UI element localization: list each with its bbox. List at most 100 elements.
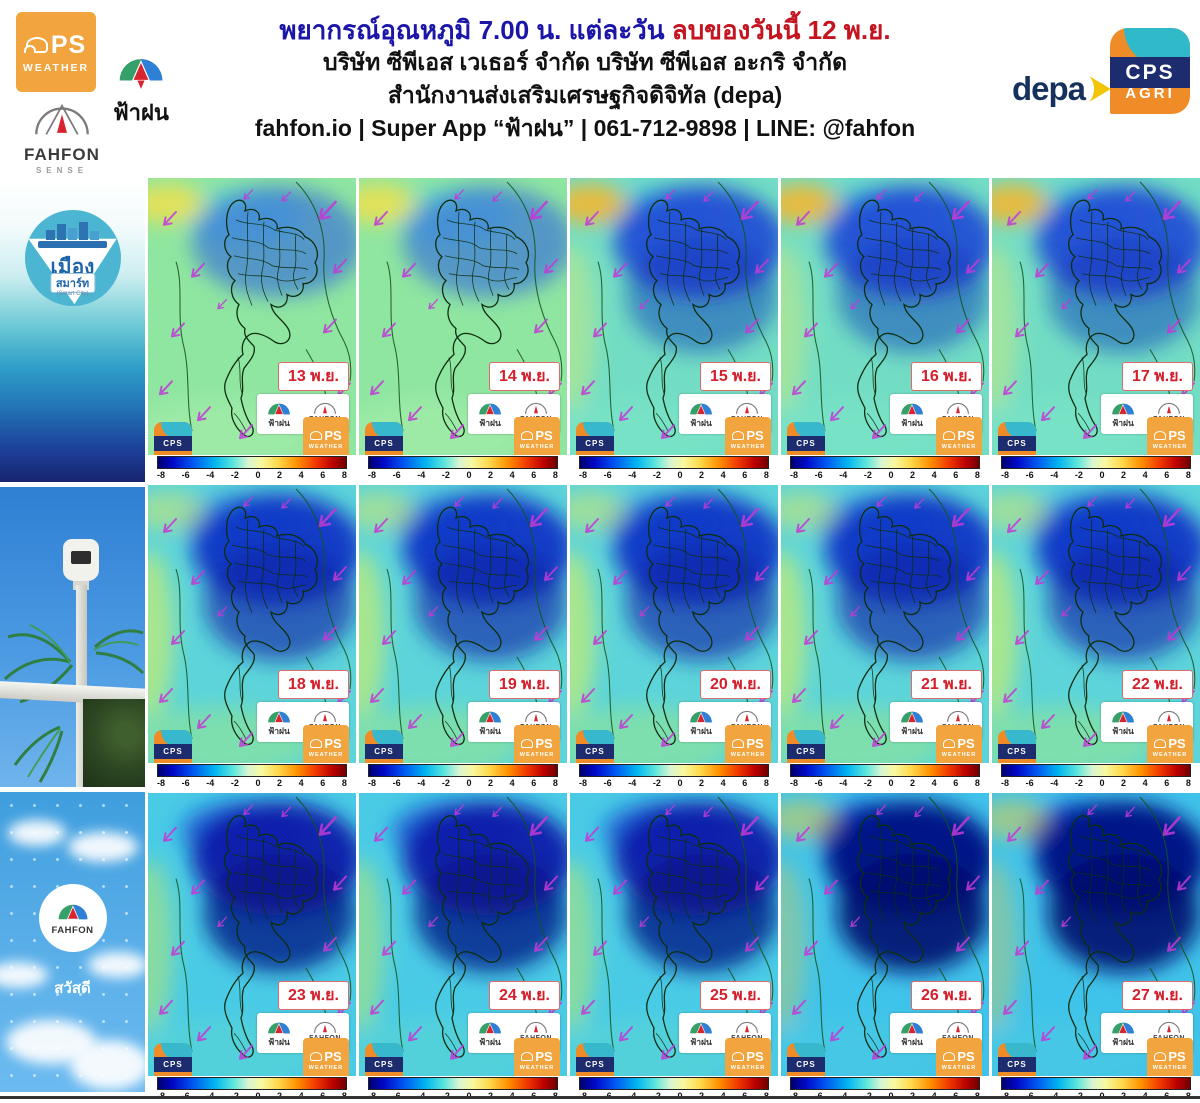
panel-fahfon-label: ฟ้าฝน: [901, 1037, 923, 1048]
colorbar-tick: -4: [417, 470, 426, 480]
umbrella-icon: [268, 404, 290, 416]
agri-cps-text: CPS: [163, 1060, 183, 1070]
colorbar-tick: -4: [839, 778, 848, 788]
panel-cps-weather-logo: PS WEATHER: [936, 725, 982, 769]
weather-bottom-text: WEATHER: [730, 444, 766, 450]
colorbar-tick: 2: [277, 470, 283, 480]
colorbar-tick: -6: [392, 778, 401, 788]
agri-navy-band: CPS: [998, 744, 1036, 760]
colorbar-tick: -4: [839, 470, 848, 480]
colorbar: -8 -6 -4 -2 0 2 4 6 8: [992, 455, 1200, 480]
umbrella-icon: [268, 1022, 290, 1034]
panel-fahfon-logo: ฟ้าฝน: [898, 1019, 926, 1047]
agri-cps-text: CPS: [163, 747, 183, 757]
colorbar-tick: 4: [509, 470, 515, 480]
agri-cps-text: CPS: [585, 747, 605, 757]
weather-bottom-text: WEATHER: [730, 752, 766, 758]
cps-weather-top: PS: [50, 30, 87, 59]
panel-cps-weather-logo: PS WEATHER: [936, 417, 982, 461]
thailand-outline: [857, 199, 952, 438]
agri-navy-band: CPS: [787, 744, 825, 760]
cloud-icon: [943, 739, 956, 748]
umbrella-outline-icon: [525, 403, 548, 415]
weather-top-text: PS: [746, 1049, 764, 1064]
forecast-map-panel: 26 พ.ย. ฟ้าฝน FAHFON SENSE: [781, 793, 989, 1101]
umbrella-outline-icon: [314, 711, 337, 722]
umbrella-outline-icon: [314, 1022, 337, 1034]
agri-navy-band: CPS: [998, 436, 1036, 452]
panel-cps-weather-logo: PS WEATHER: [1147, 1038, 1193, 1082]
panel-fahfon-logo: ฟ้าฝน: [898, 708, 926, 736]
panel-fahfon-label: ฟ้าฝน: [268, 726, 290, 737]
cloud-icon: [521, 739, 534, 748]
camera-lens: [71, 551, 91, 564]
weather-top-text: PS: [957, 428, 975, 443]
wind-arrows: [1003, 804, 1195, 1060]
panel-date: 17 พ.ย.: [1121, 362, 1193, 392]
thailand-outline: [646, 199, 741, 438]
colorbar-gradient: [157, 456, 347, 469]
thailand-outline: [1068, 199, 1163, 438]
panel-cps-weather-logo: PS WEATHER: [303, 417, 349, 461]
bottom-divider: [0, 1096, 1200, 1099]
colorbar-tick: 0: [1099, 470, 1105, 480]
fahfon-sense-bottom: SENSE: [35, 166, 89, 175]
fahfon-badge: FAHFON: [38, 884, 107, 952]
wind-arrows: [159, 189, 351, 440]
panel-fahfon-logo: ฟ้าฝน: [476, 708, 504, 736]
thailand-outline: [1068, 506, 1163, 746]
forecast-map-panel: 20 พ.ย. ฟ้าฝน FAHFON SENSE: [570, 485, 778, 788]
colorbar-tick: 6: [742, 778, 748, 788]
panel-date: 27 พ.ย.: [1121, 980, 1193, 1010]
cloud-icon: [23, 37, 48, 53]
cloud-icon: [732, 1052, 745, 1061]
umbrella-outline-icon: [1158, 711, 1181, 722]
panel-fahfon-label: ฟ้าฝน: [1112, 726, 1134, 737]
umbrella-outline-icon: [1158, 1022, 1181, 1034]
cloud-icon: [521, 1052, 534, 1061]
agri-navy-band: CPS: [365, 1057, 403, 1073]
umbrella-icon: [479, 1022, 501, 1034]
thailand-outline: [1068, 815, 1163, 1058]
colorbar-tick: -8: [1001, 778, 1010, 788]
cloud-icon: [943, 1052, 956, 1061]
panel-fahfon-logo: ฟ้าฝน: [476, 400, 504, 428]
colorbar-gradient: [579, 1077, 769, 1090]
colorbar-tick: 8: [552, 778, 558, 788]
colorbar-tick: 6: [320, 470, 326, 480]
colorbar-ticks: -8 -6 -4 -2 0 2 4 6 8: [781, 469, 989, 480]
umbrella-outline-icon: [947, 1022, 970, 1034]
wind-arrows: [370, 189, 562, 440]
agri-teal-shape: [794, 730, 825, 749]
colorbar-tick: 6: [531, 470, 537, 480]
fahfon-badge-label: FAHFON: [51, 925, 94, 936]
colorbar-tick: 0: [466, 778, 472, 788]
cloud-icon: [521, 431, 534, 440]
panel-map: [992, 178, 1200, 455]
colorbar-tick: 2: [699, 470, 705, 480]
weather-top-text: PS: [324, 736, 342, 751]
colorbar-tick: 4: [931, 778, 937, 788]
contact-line: fahfon.io | Super App “ฟ้าฝน” | 061-712-…: [254, 115, 916, 141]
agri-cps-text: CPS: [374, 439, 394, 449]
agri-navy-band: CPS: [154, 744, 192, 760]
panel-date: 16 พ.ย.: [910, 362, 982, 392]
panel-map: [570, 793, 778, 1076]
colorbar: -8 -6 -4 -2 0 2 4 6 8: [570, 455, 778, 480]
weather-bottom-text: WEATHER: [519, 1065, 555, 1071]
colorbar-tick: 6: [953, 470, 959, 480]
depa-logo: depa: [1012, 70, 1113, 108]
forecast-map-panel: 17 พ.ย. ฟ้าฝน FAHFON SENSE: [992, 178, 1200, 480]
colorbar-gradient: [157, 1077, 347, 1090]
panel-cps-weather-logo: PS WEATHER: [514, 725, 560, 769]
weather-top-text: PS: [535, 428, 553, 443]
agri-teal-shape: [1005, 730, 1036, 749]
fahfon-logo: ฟ้าฝน: [102, 52, 180, 130]
agri-teal-shape: [794, 1043, 825, 1062]
forecast-map-panel: 21 พ.ย. ฟ้าฝน FAHFON SENSE: [781, 485, 989, 788]
colorbar-tick: 4: [931, 470, 937, 480]
sidebar-sky-panel: FAHFON สวัสดี: [0, 792, 145, 1092]
colorbar: -8 -6 -4 -2 0 2 4 6 8: [992, 763, 1200, 788]
agri-teal-shape: [794, 422, 825, 441]
smart-city-line3: (Smart City): [56, 290, 89, 297]
